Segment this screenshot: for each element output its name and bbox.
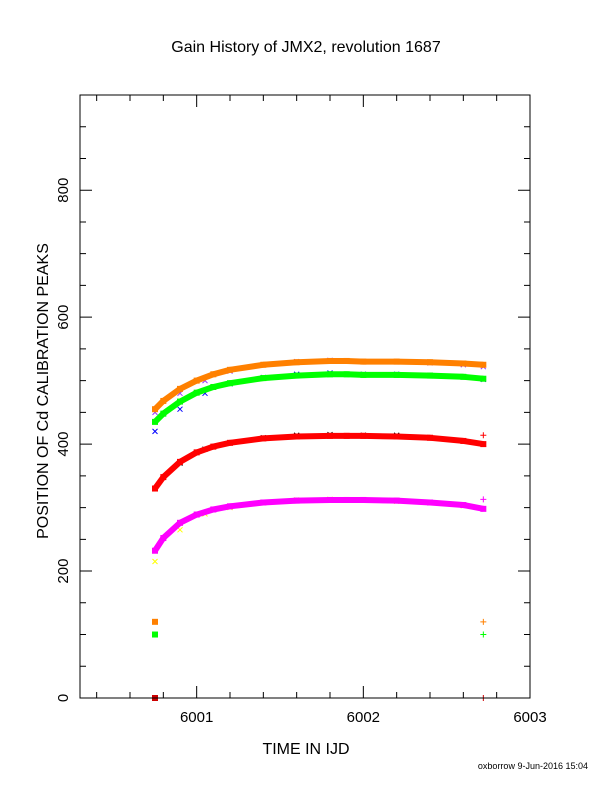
series-6-point — [160, 474, 167, 481]
plot-frame — [79, 94, 531, 699]
series-4-point — [480, 361, 487, 368]
series-4-point — [227, 366, 233, 373]
series-4-fit-line — [152, 358, 484, 412]
series-5-point — [293, 372, 300, 379]
series-6-point — [327, 432, 333, 439]
series-6-point — [293, 433, 300, 440]
y-tick-label: 200 — [55, 559, 72, 584]
side-marker-1 — [152, 631, 158, 638]
series-4-point — [460, 360, 467, 367]
series-6-point — [360, 432, 367, 439]
series-4-point — [177, 385, 183, 392]
series-4-point — [327, 357, 333, 364]
series-7-point — [427, 499, 433, 506]
series-5-point — [160, 410, 167, 417]
series-6-point — [460, 437, 467, 444]
series-7-point — [360, 496, 367, 503]
series-4-point — [193, 377, 200, 384]
side-marker-3 — [480, 618, 487, 625]
series-5-point — [393, 371, 400, 378]
series-5-point — [343, 371, 350, 378]
series-5-point — [152, 418, 158, 425]
x-tick-label: 6001 — [180, 709, 213, 726]
series-7-point — [260, 499, 267, 506]
series-5-point — [177, 398, 183, 405]
series-5-point — [360, 371, 367, 378]
series-4-point — [210, 371, 217, 378]
series-7-point — [393, 497, 400, 504]
side-marker-7 — [480, 496, 487, 503]
series-5-point — [193, 389, 200, 396]
plot-marks — [152, 357, 487, 701]
series-4-point — [160, 397, 167, 404]
series-7-fit-line — [152, 497, 484, 553]
x-axis-label: TIME IN IJD — [262, 741, 349, 758]
series-6-point — [227, 439, 233, 446]
series-7-point — [193, 511, 200, 518]
series-7-point — [227, 503, 233, 510]
series-7-point — [343, 496, 350, 503]
series-6-point — [427, 434, 433, 441]
series-5-point — [210, 383, 217, 390]
series-4-point — [343, 357, 350, 364]
series-7-point — [293, 497, 300, 504]
series-3-point — [152, 558, 158, 565]
series-7-point — [210, 506, 217, 513]
series-4-point — [427, 359, 433, 366]
y-tick-label: 800 — [55, 178, 72, 203]
series-1-point — [152, 428, 158, 435]
series-6-point — [177, 458, 183, 465]
series-4-point — [260, 361, 267, 368]
series-4-point — [393, 358, 400, 365]
series-6-point — [260, 435, 267, 442]
series-6-fit-line — [152, 432, 484, 491]
series-6-point — [210, 443, 217, 450]
side-marker-4 — [480, 631, 487, 638]
footer-note: oxborrow 9-Jun-2016 15:04 — [478, 761, 588, 771]
series-4-point — [360, 358, 367, 365]
chart-title: Gain History of JMX2, revolution 1687 — [171, 39, 441, 56]
y-tick-label: 0 — [55, 694, 72, 702]
series-7-point — [177, 519, 183, 526]
side-marker-6 — [480, 432, 487, 439]
series-5-point — [260, 375, 267, 382]
series-6-point — [393, 433, 400, 440]
y-tick-label: 400 — [55, 432, 72, 457]
series-5-point — [327, 371, 333, 378]
series-5-point — [480, 375, 487, 382]
series-6-point — [343, 432, 350, 439]
series-7-point — [480, 505, 487, 512]
series-6-point — [152, 485, 158, 492]
x-tick-label: 6003 — [513, 709, 546, 726]
series-7-point — [327, 496, 333, 503]
side-marker-0 — [152, 618, 158, 625]
series-7-point — [152, 547, 158, 554]
x-tick-label: 6002 — [347, 709, 380, 726]
y-axis-label: POSITION OF Cd CALIBRATION PEAKS — [35, 243, 52, 539]
series-4-point — [152, 406, 158, 413]
series-4-point — [293, 359, 300, 366]
y-tick-label: 600 — [55, 305, 72, 330]
series-1-point — [177, 406, 183, 413]
series-5-point — [427, 372, 433, 379]
series-5-point — [460, 373, 467, 380]
series-6-point — [480, 441, 487, 448]
series-5-point — [227, 380, 233, 387]
series-6-point — [193, 449, 200, 456]
series-7-point — [460, 502, 467, 509]
series-7-point — [160, 535, 167, 542]
axis-ticks: 6001 6002 6003 0 200 400 600 800 — [55, 94, 547, 726]
